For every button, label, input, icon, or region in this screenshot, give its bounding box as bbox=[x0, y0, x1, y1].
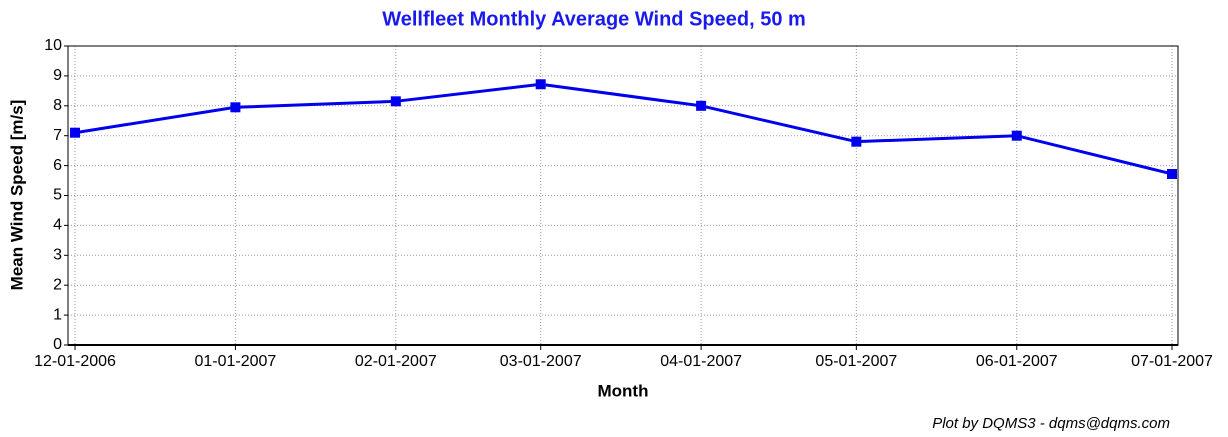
y-tick-label: 1 bbox=[53, 306, 62, 323]
y-tick-label: 10 bbox=[44, 37, 62, 54]
y-tick-label: 3 bbox=[53, 247, 62, 264]
y-tick-label: 0 bbox=[53, 336, 62, 353]
data-line bbox=[74, 82, 1173, 176]
x-tick-label: 02-01-2007 bbox=[355, 353, 437, 370]
data-point bbox=[1011, 130, 1022, 141]
y-tick-label: 8 bbox=[53, 97, 62, 114]
y-tick-label: 7 bbox=[53, 127, 62, 144]
y-tick-label: 6 bbox=[53, 157, 62, 174]
x-tick-label: 07-01-2007 bbox=[1131, 353, 1213, 370]
y-tick-label: 5 bbox=[53, 187, 62, 204]
y-tick-label: 4 bbox=[53, 217, 62, 234]
footnote: Plot by DQMS3 - dqms@dqms.com bbox=[932, 415, 1170, 432]
data-point bbox=[535, 79, 546, 90]
data-point bbox=[696, 100, 707, 111]
data-point bbox=[851, 136, 862, 147]
data-point bbox=[230, 102, 241, 113]
x-tick-label: 12-01-2006 bbox=[34, 353, 116, 370]
data-point bbox=[390, 96, 401, 107]
y-axis-label: Mean Wind Speed [m/s] bbox=[7, 100, 26, 291]
x-tick-label: 06-01-2007 bbox=[976, 353, 1058, 370]
y-tick-label: 9 bbox=[53, 67, 62, 84]
x-tick-label: 05-01-2007 bbox=[815, 353, 897, 370]
chart-title: Wellfleet Monthly Average Wind Speed, 50… bbox=[382, 8, 806, 30]
data-point bbox=[70, 127, 80, 138]
x-tick-label: 04-01-2007 bbox=[660, 353, 742, 370]
x-axis-label: Month bbox=[598, 381, 649, 400]
x-tick-label: 01-01-2007 bbox=[194, 353, 276, 370]
data-point bbox=[1167, 168, 1177, 179]
x-tick-label: 03-01-2007 bbox=[500, 353, 582, 370]
y-tick-label: 2 bbox=[53, 276, 62, 293]
